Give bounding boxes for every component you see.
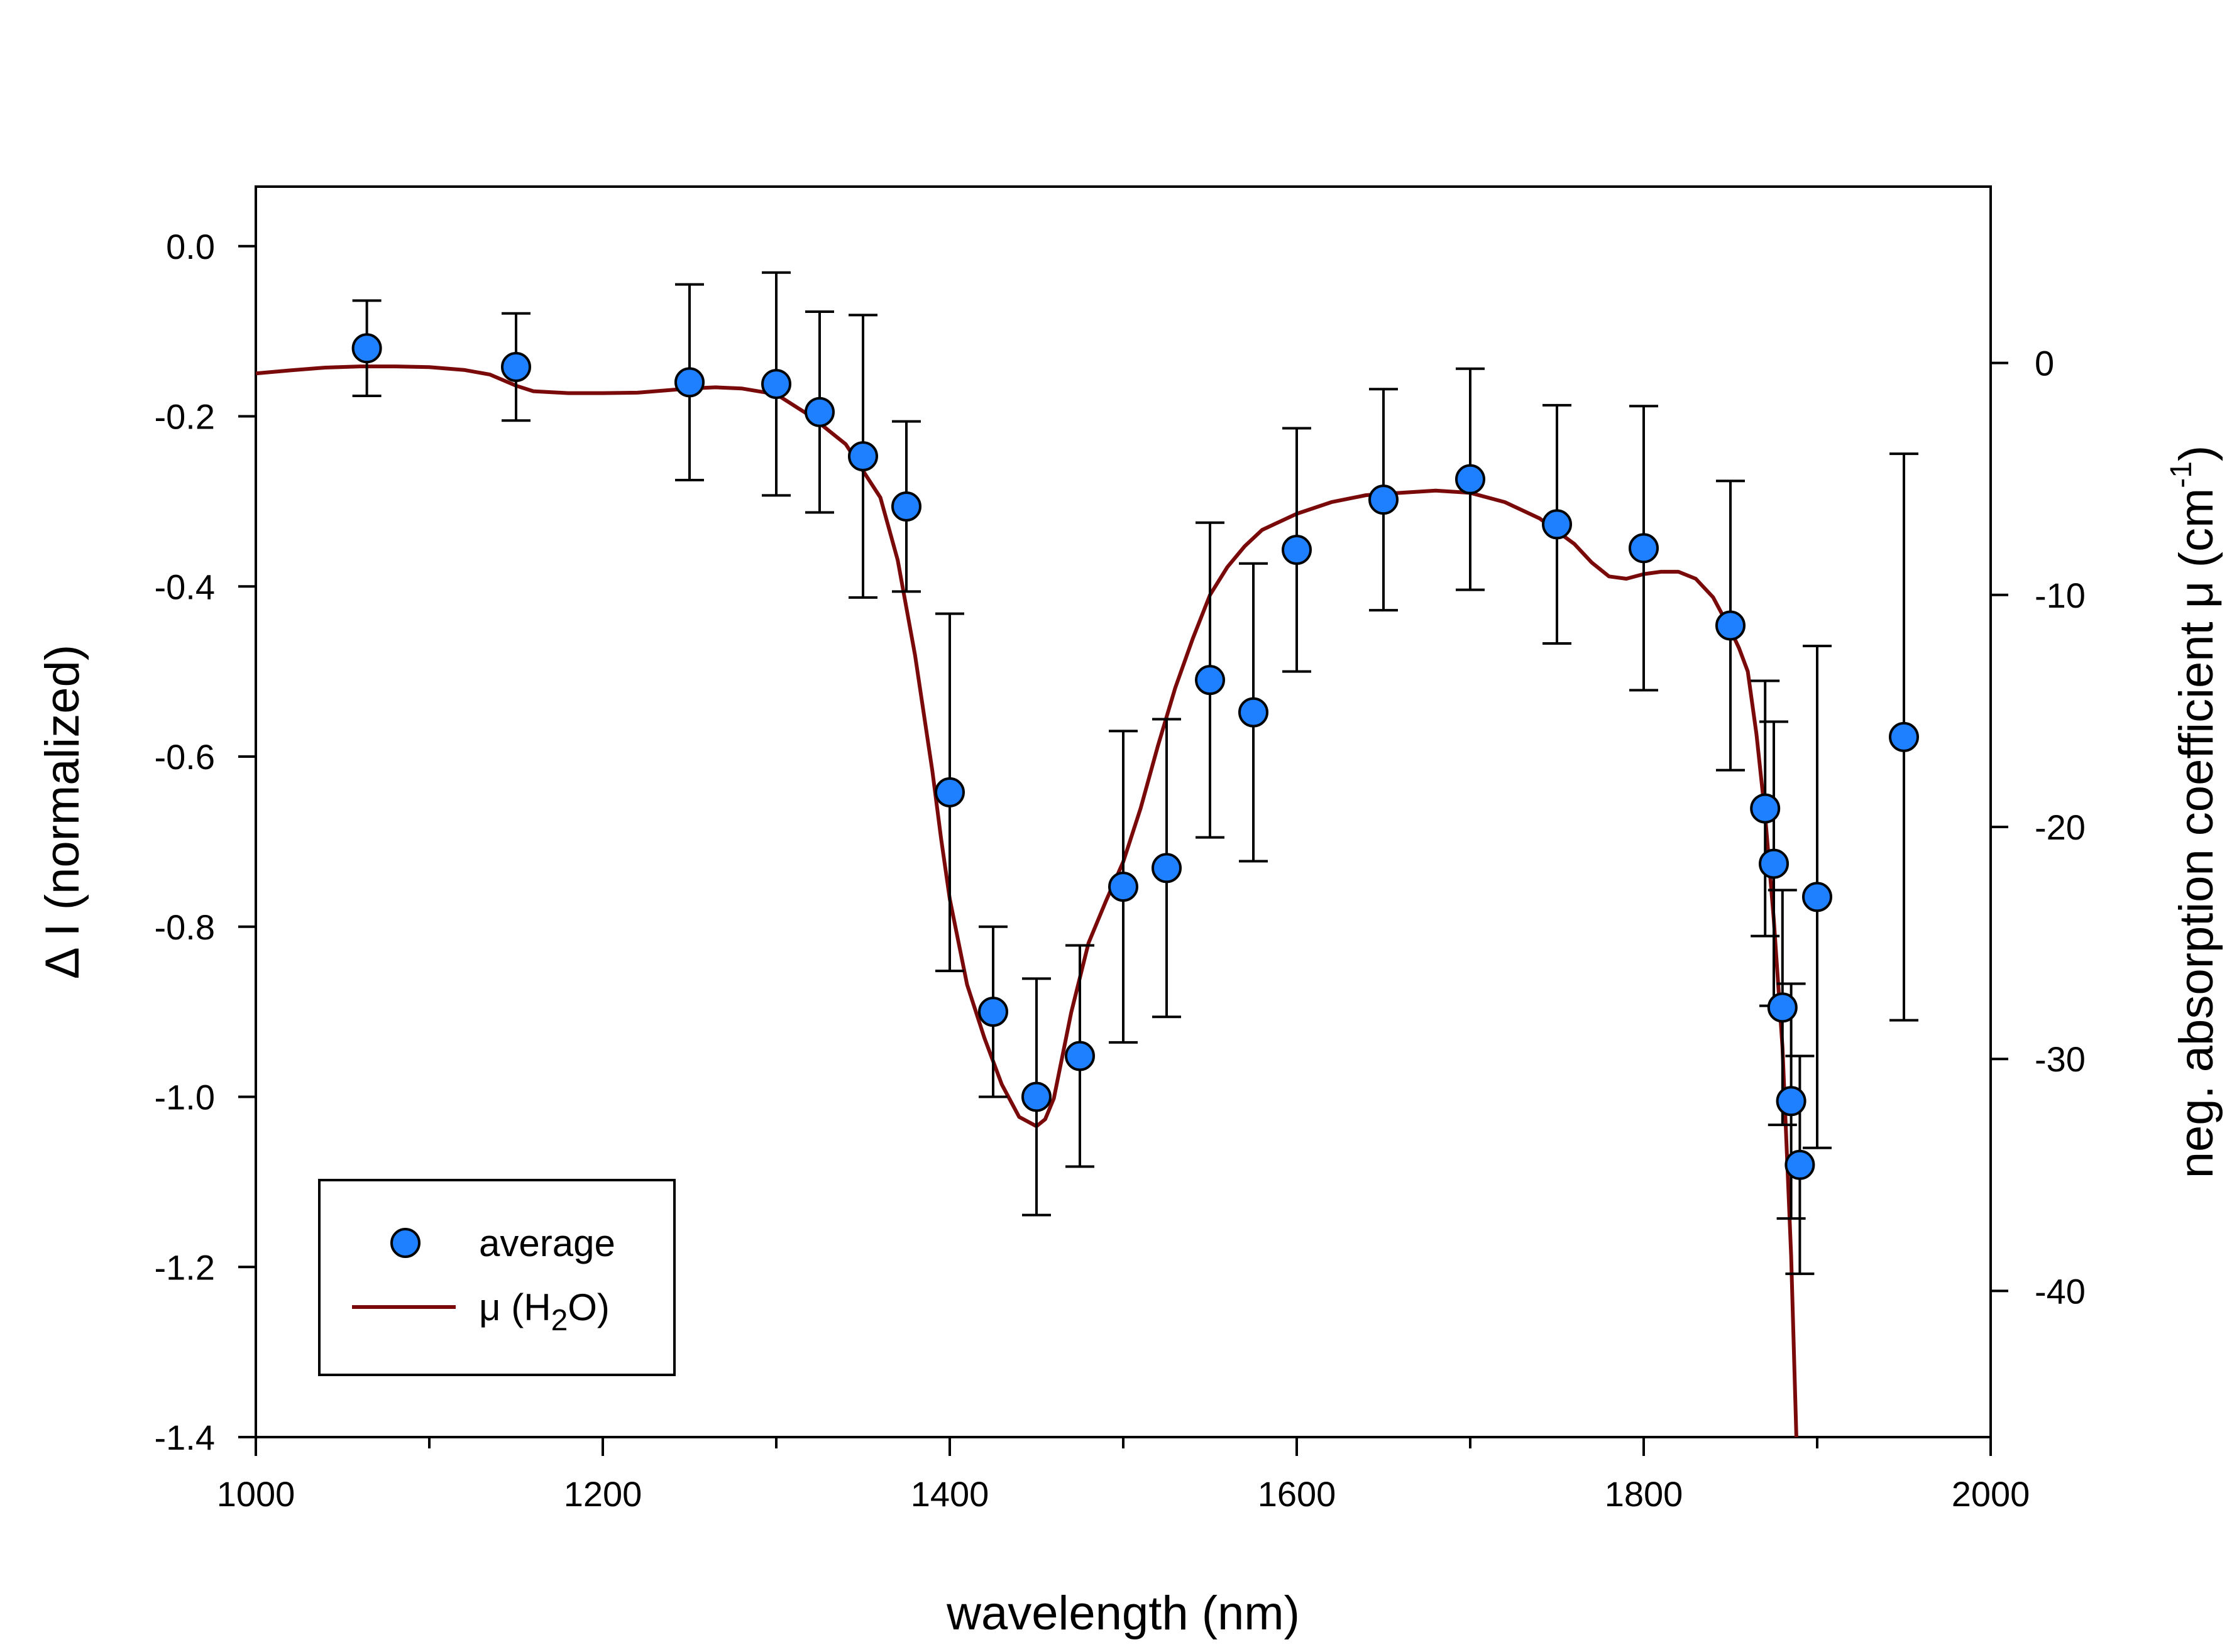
data-point — [501, 351, 531, 382]
y-tick-label: 0.0 — [166, 227, 215, 266]
data-point — [1629, 533, 1659, 564]
data-point — [1542, 509, 1572, 540]
data-point — [1065, 1041, 1095, 1071]
y-tick-label: -1.2 — [155, 1247, 216, 1287]
legend-average-marker — [390, 1228, 421, 1258]
data-point — [761, 369, 791, 400]
legend-h2o-label: μ (H2O) — [479, 1286, 610, 1337]
x-tick-label: 1000 — [217, 1474, 295, 1514]
y2-axis-title-main: neg. absorption coefficient μ (cm — [2170, 488, 2223, 1179]
data-point — [848, 441, 878, 472]
legend-box — [318, 1179, 676, 1376]
data-point — [1767, 992, 1798, 1023]
data-point — [674, 367, 705, 398]
data-point — [1282, 535, 1312, 566]
absorption-line-group — [255, 364, 1798, 1438]
x-tick-label: 1800 — [1605, 1474, 1683, 1514]
data-point — [1152, 853, 1182, 883]
legend: average μ (H2O) — [318, 1179, 676, 1376]
y2-axis-title-close: ) — [2170, 446, 2223, 461]
y-tick-label: -1.0 — [155, 1078, 216, 1117]
data-point — [978, 997, 1008, 1027]
y-axis-ticks: 0.0 -0.2 -0.4 -0.6 -0.8 -1.0 -1.2 -1.4 — [155, 227, 256, 1457]
x-axis-ticks: 1000 1200 1400 1600 1800 2000 — [217, 1437, 2030, 1514]
data-point — [1750, 793, 1781, 824]
y-tick-label: -0.2 — [155, 397, 216, 437]
data-point — [805, 397, 835, 427]
y2-axis-title-sup: -1 — [2165, 461, 2198, 488]
data-point — [1238, 697, 1268, 728]
error-bars — [352, 271, 1918, 1276]
data-point — [1455, 464, 1485, 495]
data-point — [1368, 484, 1399, 515]
data-point — [935, 777, 965, 807]
y-tick-label: -0.8 — [155, 907, 216, 947]
data-point — [1715, 610, 1746, 641]
y2-axis-title: neg. absorption coefficient μ (cm-1) — [2165, 446, 2223, 1179]
legend-h2o-sub: 2 — [551, 1304, 568, 1337]
y-tick-label: -1.4 — [155, 1418, 216, 1457]
data-point — [1759, 848, 1789, 879]
y-tick-label: -0.4 — [155, 567, 216, 606]
y2-tick-label: -40 — [2035, 1271, 2086, 1311]
x-tick-label: 1600 — [1258, 1474, 1336, 1514]
y2-tick-label: -20 — [2035, 807, 2086, 847]
data-point — [1776, 1086, 1806, 1117]
y2-tick-label: 0 — [2035, 344, 2054, 383]
x-tick-label: 1400 — [911, 1474, 989, 1514]
legend-h2o-main: μ (H — [479, 1286, 551, 1328]
data-points — [351, 333, 1919, 1180]
legend-h2o-close: O) — [568, 1286, 610, 1328]
y2-tick-label: -10 — [2035, 576, 2086, 615]
x-tick-label: 1200 — [564, 1474, 642, 1514]
absorption-line — [255, 364, 1798, 1438]
y2-axis-ticks: 0 -10 -20 -30 -40 — [1991, 344, 2086, 1311]
data-point — [1108, 872, 1138, 902]
y2-tick-label: -30 — [2035, 1039, 2086, 1079]
y-axis-title: Δ I (normalized) — [36, 645, 89, 979]
data-point — [351, 333, 382, 364]
legend-average-label: average — [479, 1222, 615, 1264]
data-point — [1784, 1149, 1815, 1180]
y-tick-label: -0.6 — [155, 737, 216, 777]
data-point — [1021, 1081, 1052, 1112]
data-point — [1802, 882, 1832, 912]
x-axis-title: wavelength (nm) — [946, 1587, 1300, 1640]
data-point — [1195, 665, 1225, 696]
data-point — [891, 491, 921, 522]
data-point — [1889, 721, 1919, 752]
x-tick-label: 2000 — [1952, 1474, 2030, 1514]
